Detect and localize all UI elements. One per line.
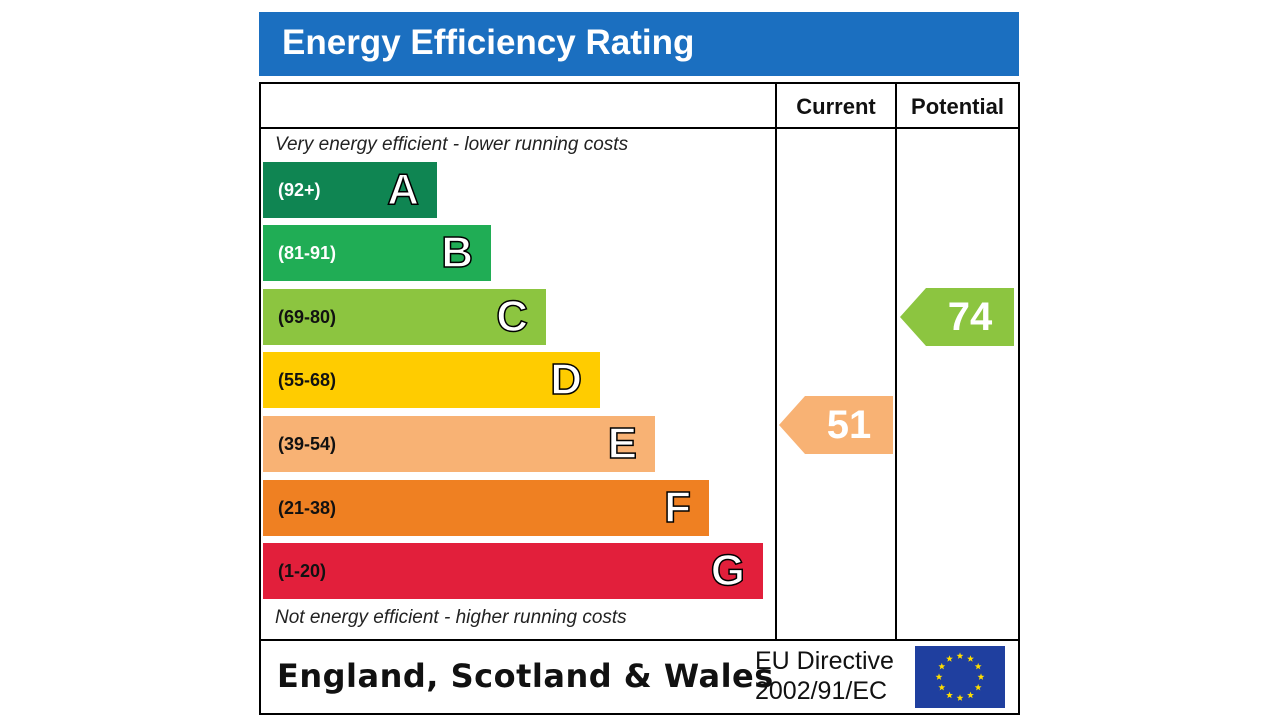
- potential-arrow-shape: [900, 288, 1014, 346]
- eu-star-icon: [974, 683, 982, 691]
- eu-star-icon: [967, 655, 974, 662]
- eu-star-icon: [938, 683, 946, 691]
- rating-chart: Current Potential Very energy efficient …: [259, 82, 1020, 715]
- band-letter: D: [549, 354, 582, 405]
- band-letter: A: [386, 164, 419, 215]
- eu-star-icon: [956, 694, 964, 701]
- eu-directive-label: EU Directive 2002/91/EC: [755, 646, 894, 706]
- band-a: (92+) A: [263, 162, 437, 218]
- band-e: (39-54) E: [263, 416, 655, 472]
- band-range-label: (69-80): [278, 307, 337, 327]
- band-range-label: (1-20): [278, 561, 327, 581]
- band-f: (21-38) F: [263, 480, 709, 536]
- column-current-heading: Current: [796, 94, 876, 119]
- eu-flag-icon: [915, 646, 1005, 708]
- divider-footer: [261, 639, 1018, 641]
- divider-current: [775, 84, 777, 641]
- band-letter: C: [495, 291, 528, 342]
- band-range-label: (39-54): [278, 434, 337, 454]
- eu-star-icon: [938, 662, 946, 670]
- eu-star-icon: [967, 691, 974, 699]
- band-letter: G: [710, 545, 746, 596]
- band-b: (81-91) B: [263, 225, 491, 281]
- band-letter: F: [663, 482, 691, 533]
- band-g: (1-20) G: [263, 543, 763, 599]
- eu-directive-line2: 2002/91/EC: [755, 677, 888, 705]
- band-range-label: (81-91): [278, 243, 337, 263]
- band-letter: E: [607, 418, 638, 469]
- potential-rating-value: 74: [947, 295, 993, 339]
- current-rating-arrow: 51: [779, 396, 893, 454]
- band-letter: B: [440, 227, 473, 278]
- page-title: Energy Efficiency Rating: [282, 23, 695, 62]
- band-range-label: (92+): [278, 180, 321, 200]
- band-d: (55-68) D: [263, 352, 600, 408]
- divider-header: [261, 127, 1018, 129]
- band-range-label: (55-68): [278, 370, 337, 390]
- header-banner: Energy Efficiency Rating: [259, 12, 1019, 76]
- eu-directive-line1: EU Directive: [755, 647, 894, 675]
- eu-star-icon: [974, 662, 982, 670]
- band-range-label: (21-38): [278, 498, 337, 518]
- eu-star-icon: [977, 673, 985, 680]
- divider-potential: [895, 84, 897, 641]
- note-efficient: Very energy efficient - lower running co…: [275, 134, 629, 155]
- column-potential-heading: Potential: [911, 94, 1004, 119]
- region-label: England, Scotland & Wales: [277, 657, 774, 695]
- note-inefficient: Not energy efficient - higher running co…: [275, 607, 627, 628]
- eu-star-icon: [946, 655, 953, 662]
- eu-star-icon: [946, 691, 953, 699]
- current-arrow-shape: [779, 396, 893, 454]
- eu-star-icon: [935, 673, 943, 680]
- band-c: (69-80) C: [263, 289, 546, 345]
- current-rating-value: 51: [826, 403, 872, 447]
- potential-rating-arrow: 74: [900, 288, 1014, 346]
- eu-star-icon: [956, 652, 964, 659]
